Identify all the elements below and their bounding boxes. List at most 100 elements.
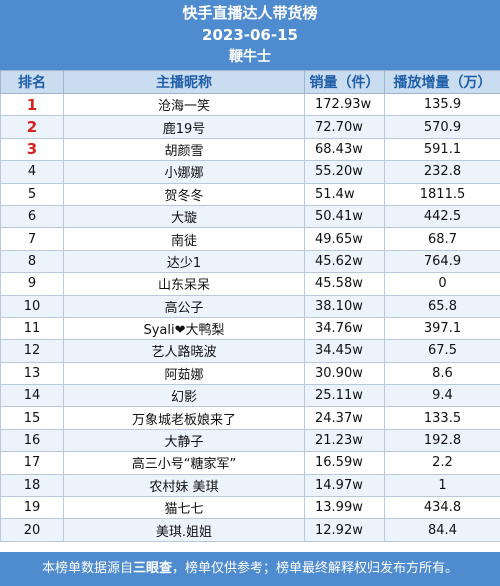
streamer-name-cell: 大璇 [63, 204, 305, 229]
table-row: 4 小娜娜 55.20w 232.8 [0, 160, 500, 184]
sales-cell: 25.11w [304, 384, 385, 408]
play-increase-cell: 133.5 [384, 406, 500, 430]
rank-cell: 17 [0, 451, 64, 475]
streamer-name-cell: 农村妹 美琪 [63, 473, 305, 498]
rank-cell: 7 [0, 227, 64, 251]
sales-cell: 51.4w [304, 182, 385, 206]
play-increase-cell: 67.5 [384, 339, 500, 363]
rank-cell: 14 [0, 384, 64, 408]
play-increase-cell: 135.9 [384, 92, 500, 117]
streamer-name-cell: 沧海一笑 [63, 92, 305, 117]
play-increase-cell: 434.8 [384, 496, 500, 520]
streamer-name-cell: 小娜娜 [63, 160, 305, 184]
column-header-sales: 销量（件） [304, 70, 385, 94]
rank-cell: 5 [0, 182, 64, 206]
play-increase-cell: 591.1 [384, 137, 500, 162]
table-row: 15 万象城老板娘来了 24.37w 133.5 [0, 406, 500, 430]
brand-name: 鞭牛士 [229, 49, 271, 65]
play-increase-cell: 232.8 [384, 160, 500, 184]
sales-cell: 72.70w [304, 115, 385, 139]
rank-cell: 10 [0, 294, 64, 318]
sales-cell: 55.20w [304, 160, 385, 184]
sales-cell: 12.92w [304, 518, 385, 542]
table-row: 1 沧海一笑 172.93w 135.9 [0, 92, 500, 117]
sales-cell: 49.65w [304, 227, 385, 251]
sales-cell: 21.23w [304, 428, 385, 453]
sales-cell: 68.43w [304, 137, 385, 162]
sales-cell: 50.41w [304, 204, 385, 229]
footer-prefix: 本榜单数据源自 [41, 561, 133, 576]
footer-disclaimer: 本榜单数据源自三眼查，榜单仅供参考；榜单最终解释权归发布方所有。 [0, 552, 500, 586]
rank-cell: 9 [0, 272, 64, 296]
streamer-name-cell: 达少1 [63, 249, 305, 274]
rank-cell: 6 [0, 204, 64, 229]
table-row: 10 高公子 38.10w 65.8 [0, 294, 500, 318]
table-row: 18 农村妹 美琪 14.97w 1 [0, 473, 500, 498]
streamer-name-cell: 贺冬冬 [63, 182, 305, 206]
streamer-name-cell: 南徒 [63, 227, 305, 251]
sales-cell: 34.45w [304, 339, 385, 363]
column-header-play: 播放增量（万） [384, 70, 500, 94]
sales-cell: 16.59w [304, 451, 385, 475]
column-header-name: 主播昵称 [63, 70, 305, 94]
ranking-title: 快手直播达人带货榜 [182, 4, 318, 22]
table-row: 19 猫七七 13.99w 434.8 [0, 496, 500, 520]
streamer-name-cell: 高三小号“糖家军” [63, 451, 305, 475]
play-increase-cell: 570.9 [384, 115, 500, 139]
play-increase-cell: 0 [384, 272, 500, 296]
streamer-name-cell: 幻影 [63, 384, 305, 408]
sales-cell: 45.58w [304, 272, 385, 296]
streamer-name-cell: 艺人路晓波 [63, 339, 305, 363]
table-row: 3 胡颜雪 68.43w 591.1 [0, 137, 500, 162]
rank-cell: 8 [0, 249, 64, 274]
play-increase-cell: 1 [384, 473, 500, 498]
table-header-row: 排名 主播昵称 销量（件） 播放增量（万） [0, 70, 500, 94]
rank-cell: 4 [0, 160, 64, 184]
rank-cell: 20 [0, 518, 64, 542]
rank-cell: 1 [0, 92, 64, 117]
column-header-rank: 排名 [0, 70, 64, 94]
table-row: 20 美琪.姐姐 12.92w 84.4 [0, 518, 500, 542]
table-row: 12 艺人路晓波 34.45w 67.5 [0, 339, 500, 363]
table-row: 9 山东呆呆 45.58w 0 [0, 272, 500, 296]
table-row: 17 高三小号“糖家军” 16.59w 2.2 [0, 451, 500, 475]
table-row: 14 幻影 25.11w 9.4 [0, 384, 500, 408]
play-increase-cell: 84.4 [384, 518, 500, 542]
play-increase-cell: 192.8 [384, 428, 500, 453]
table-row: 5 贺冬冬 51.4w 1811.5 [0, 182, 500, 206]
table-row: 11 Syali❤大鸭梨 34.76w 397.1 [0, 316, 500, 341]
play-increase-cell: 9.4 [384, 384, 500, 408]
sales-cell: 172.93w [304, 92, 385, 117]
rank-cell: 16 [0, 428, 64, 453]
sales-cell: 38.10w [304, 294, 385, 318]
streamer-name-cell: 胡颜雪 [63, 137, 305, 162]
rank-cell: 12 [0, 339, 64, 363]
table-row: 6 大璇 50.41w 442.5 [0, 204, 500, 229]
table-row: 2 鹿19号 72.70w 570.9 [0, 115, 500, 139]
rank-cell: 18 [0, 473, 64, 498]
rank-cell: 19 [0, 496, 64, 520]
streamer-name-cell: 山东呆呆 [63, 272, 305, 296]
play-increase-cell: 2.2 [384, 451, 500, 475]
rank-cell: 15 [0, 406, 64, 430]
streamer-name-cell: Syali❤大鸭梨 [63, 316, 305, 341]
sales-cell: 30.90w [304, 361, 385, 386]
rank-cell: 3 [0, 137, 64, 162]
ranking-table: 排名 主播昵称 销量（件） 播放增量（万） 1 沧海一笑 172.93w 135.9 2… [0, 70, 500, 542]
play-increase-cell: 442.5 [384, 204, 500, 229]
streamer-name-cell: 鹿19号 [63, 115, 305, 139]
streamer-name-cell: 美琪.姐姐 [63, 518, 305, 542]
ranking-header: 快手直播达人带货榜 2023-06-15 鞭牛士 [0, 0, 500, 70]
sales-cell: 13.99w [304, 496, 385, 520]
sales-cell: 34.76w [304, 316, 385, 341]
footer-suffix: ，榜单仅供参考；榜单最终解释权归发布方所有。 [172, 561, 459, 576]
sales-cell: 24.37w [304, 406, 385, 430]
rank-cell: 13 [0, 361, 64, 386]
table-row: 13 阿茹娜 30.90w 8.6 [0, 361, 500, 386]
streamer-name-cell: 阿茹娜 [63, 361, 305, 386]
streamer-name-cell: 高公子 [63, 294, 305, 318]
streamer-name-cell: 猫七七 [63, 496, 305, 520]
play-increase-cell: 397.1 [384, 316, 500, 341]
play-increase-cell: 1811.5 [384, 182, 500, 206]
